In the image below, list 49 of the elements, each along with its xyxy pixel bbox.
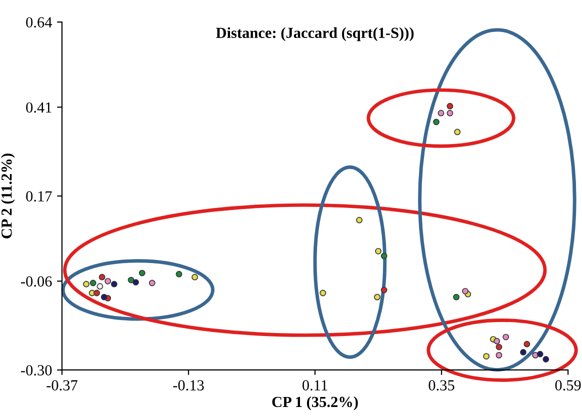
y-tick-label: 0.41 [26, 102, 52, 113]
y-tick-label: 0.64 [26, 17, 52, 28]
point [483, 353, 490, 360]
point [536, 350, 544, 358]
x-axis-title: CP 1 (35.2%) [272, 396, 358, 410]
point [375, 248, 382, 254]
x-tick-label: 0.35 [428, 380, 454, 391]
point [176, 270, 182, 278]
point [374, 294, 380, 300]
x-tick-label: 0.11 [302, 380, 328, 391]
point [320, 290, 326, 296]
chart-title: Distance: (Jaccard (sqrt(1-S))) [216, 27, 414, 42]
point [380, 252, 388, 260]
y-tick-label: -0.30 [21, 365, 52, 376]
point [128, 276, 134, 284]
point [96, 283, 104, 290]
point [104, 278, 112, 284]
point [192, 274, 198, 280]
point [454, 128, 461, 136]
point [83, 280, 90, 288]
point [90, 280, 96, 286]
y-tick-label: -0.06 [21, 276, 52, 287]
point [520, 349, 526, 356]
point [380, 286, 388, 294]
x-tick-label: -0.13 [173, 380, 204, 391]
point [148, 280, 156, 286]
y-tick-label: 0.17 [26, 191, 52, 202]
y-axis-title: CP 2 (11.2%) [1, 154, 15, 238]
point [110, 280, 118, 288]
point [446, 102, 454, 110]
point [94, 290, 100, 296]
point [98, 274, 106, 280]
point [496, 352, 502, 358]
point [542, 356, 550, 362]
point [138, 270, 146, 276]
point [132, 279, 139, 286]
x-tick-label: 0.59 [555, 380, 581, 391]
point [100, 294, 108, 300]
x-tick-label: -0.37 [46, 380, 78, 391]
point [524, 340, 530, 348]
point [453, 294, 460, 300]
point [433, 118, 440, 126]
point [462, 288, 468, 294]
point [356, 216, 362, 224]
point [438, 110, 444, 116]
point [494, 338, 500, 344]
point [502, 334, 510, 340]
point [446, 110, 454, 116]
point [496, 344, 502, 350]
